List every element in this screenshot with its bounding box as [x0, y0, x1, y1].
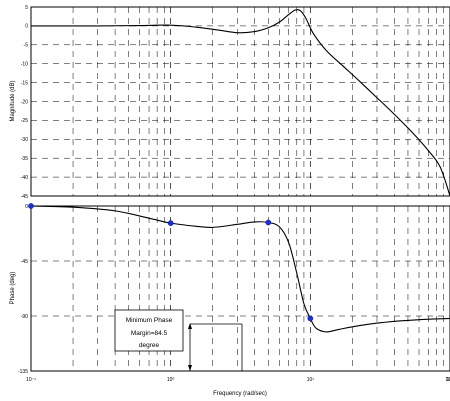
margin-arrow-up [188, 323, 192, 329]
magnitude-y-tick-label: -35 [21, 156, 28, 162]
magnitude-y-axis-label: Magnitude (dB) [10, 80, 16, 121]
magnitude-y-tick-label: 5 [25, 5, 28, 11]
margin-arrow-down [188, 365, 192, 371]
magnitude-y-tick-label: -25 [21, 118, 28, 124]
phase-panel: 0 -45 -90 -135 Minimum Phase Margin=84.5 de… [10, 203, 450, 375]
phase-marker-point [167, 220, 174, 226]
phase-marker-point [265, 219, 272, 226]
annotation-line-3: degree [139, 342, 160, 349]
x-tick-label: 10⁰ [167, 377, 175, 383]
phase-y-ticks: 0 -45 -90 -135 [18, 204, 28, 375]
x-axis-ticks: 10⁻¹ 10⁰ 10¹ 10²10³ [26, 377, 450, 383]
magnitude-grid [30, 6, 450, 197]
phase-markers [28, 203, 314, 322]
phase-y-tick-label: -45 [21, 259, 28, 265]
phase-y-tick-label: -135 [18, 369, 28, 375]
phase-series-line [30, 205, 450, 333]
annotation-box [114, 309, 184, 352]
magnitude-y-tick-label: -20 [21, 99, 28, 105]
phase-y-tick-label: 0 [25, 204, 28, 210]
magnitude-y-tick-label: -10 [21, 62, 28, 68]
magnitude-panel: 5 0 -5 -10 -15 -20 -25 -30 -35 -40 -45 Magnitude (… [10, 5, 450, 200]
x-tick-label: 10³ [445, 377, 450, 383]
magnitude-frame [30, 6, 450, 197]
x-tick-label: 10¹ [307, 377, 315, 383]
phase-y-axis-label: Phase (deg) [10, 272, 16, 305]
magnitude-y-tick-label: -45 [21, 194, 28, 200]
magnitude-y-tick-label: -15 [21, 80, 28, 86]
x-tick-label: 10² [446, 377, 450, 383]
magnitude-y-tick-label: -30 [21, 137, 28, 143]
phase-margin-annotation: Minimum Phase Margin=84.5 degree [114, 309, 243, 371]
phase-y-tick-label: -90 [21, 314, 28, 320]
phase-marker-point [28, 203, 34, 209]
annotation-line-1: Minimum Phase [126, 317, 173, 324]
magnitude-y-tick-label: -5 [24, 43, 29, 49]
phase-marker-point [307, 315, 314, 322]
magnitude-y-tick-label: 0 [25, 24, 28, 30]
annotation-line-2: Margin=84.5 [131, 330, 168, 337]
magnitude-series-line [30, 9, 450, 197]
x-axis-label: Frequency (rad/sec) [213, 391, 267, 397]
magnitude-y-tick-label: -40 [21, 175, 28, 181]
magnitude-y-ticks: 5 0 -5 -10 -15 -20 -25 -30 -35 -40 -45 [21, 5, 28, 200]
phase-frame [30, 205, 450, 372]
x-tick-label: 10⁻¹ [26, 377, 36, 383]
